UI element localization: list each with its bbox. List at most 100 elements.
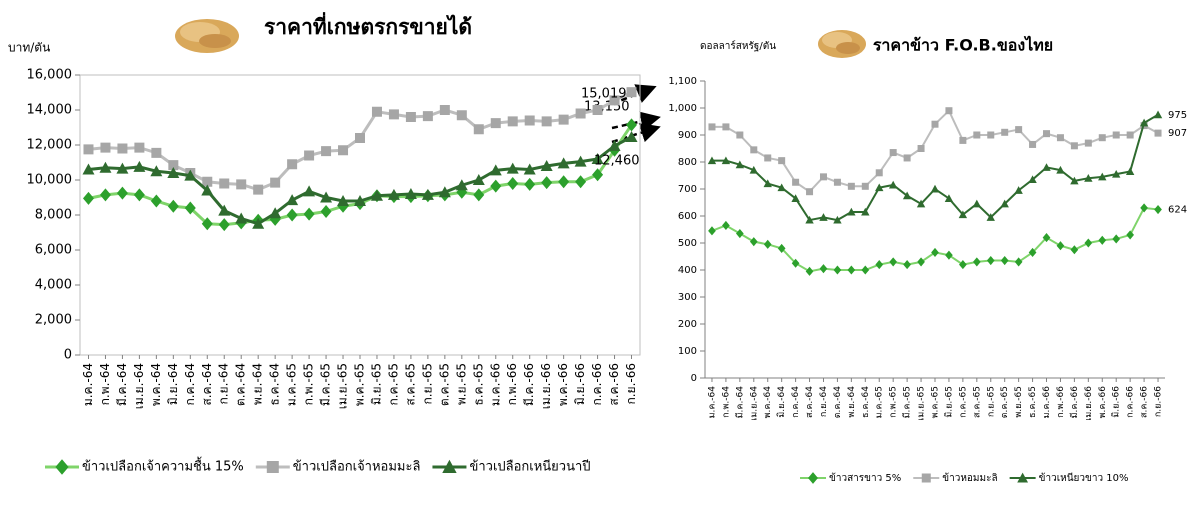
y-tick-label: 900 <box>678 130 697 141</box>
marker <box>218 218 230 232</box>
x-tick-label: มิ.ย.-66 <box>1111 386 1122 418</box>
x-tick-label: พ.ค.-64 <box>149 363 163 406</box>
marker <box>337 195 350 206</box>
marker <box>592 168 604 182</box>
x-tick-label: ก.ย.-66 <box>1154 386 1164 417</box>
marker <box>986 256 995 266</box>
marker <box>833 215 842 224</box>
plot-frame <box>79 74 641 356</box>
marker <box>972 199 982 208</box>
marker <box>456 110 467 121</box>
marker <box>270 177 281 188</box>
series: 12,460 <box>82 130 640 229</box>
marker <box>151 147 162 158</box>
x-tick-label: ม.ค.-64 <box>707 386 717 419</box>
x-tick-label: เม.ย.-65 <box>917 386 927 421</box>
marker <box>184 201 196 215</box>
marker <box>847 207 856 216</box>
marker <box>541 116 552 127</box>
x-tick-label: ก.ค.-64 <box>791 386 801 418</box>
x-tick-label: มิ.ย.-66 <box>573 363 587 405</box>
legend-label: ข้าวหอมมะลิ <box>942 472 997 484</box>
marker <box>1140 203 1148 213</box>
x-tick-label: ธ.ค.-65 <box>471 363 485 406</box>
marker <box>507 116 518 127</box>
marker <box>592 105 603 115</box>
marker <box>1153 110 1163 119</box>
marker <box>1017 472 1029 483</box>
legend-label: ข้าวสารขาว 5% <box>829 472 901 484</box>
marker <box>721 156 731 165</box>
marker <box>958 210 968 219</box>
y-tick-label: 0 <box>64 348 72 363</box>
x-tick-label: พ.ย.-65 <box>454 363 468 405</box>
marker <box>575 108 586 119</box>
x-tick-label: มี.ค.-66 <box>1069 386 1080 419</box>
marker <box>439 105 450 115</box>
x-tick-label: พ.ค.-64 <box>763 386 773 419</box>
y-axis-label: บาท/ตัน <box>8 41 50 55</box>
marker <box>591 153 604 164</box>
marker <box>808 472 818 484</box>
marker <box>931 120 939 128</box>
x-tick-label: พ.ค.-66 <box>556 363 570 406</box>
x-tick-label: ส.ค.-65 <box>403 363 417 406</box>
rice-icon <box>175 19 239 53</box>
marker <box>1000 256 1009 266</box>
marker <box>986 213 995 221</box>
marker <box>83 144 94 155</box>
marker <box>55 459 69 475</box>
marker <box>806 188 814 196</box>
marker <box>490 179 502 193</box>
x-tick-label: เม.ย.-65 <box>336 363 350 409</box>
marker <box>202 176 213 187</box>
x-tick-label: มี.ค.-65 <box>319 363 333 406</box>
y-tick-label: 2,000 <box>35 313 72 328</box>
marker <box>201 184 214 196</box>
series-line <box>711 206 1159 273</box>
x-tick-label: พ.ย.-64 <box>251 363 265 405</box>
marker <box>778 157 786 165</box>
marker <box>819 173 827 181</box>
marker <box>972 257 981 267</box>
x-tick-label: ก.ย.-65 <box>420 363 434 405</box>
marker <box>708 226 716 236</box>
marker <box>455 179 468 191</box>
marker <box>722 123 730 131</box>
marker <box>338 145 349 156</box>
x-tick-label: ต.ค.-65 <box>1000 386 1010 418</box>
marker <box>303 207 315 221</box>
x-tick-label: ม.ค.-65 <box>875 386 885 418</box>
series: 907 <box>708 107 1187 196</box>
marker <box>626 118 638 132</box>
marker <box>371 106 382 117</box>
data-label: 15,019 <box>581 87 627 102</box>
marker <box>167 167 180 178</box>
marker <box>1056 134 1064 142</box>
legend-label: ข้าวเปลือกเจ้าความชื้น 15% <box>82 457 244 475</box>
legend-label: ข้าวเหนียวขาว 10% <box>1039 472 1129 484</box>
x-tick-label: พ.ค.-65 <box>931 386 941 418</box>
x-tick-label: ก.พ.-66 <box>505 363 519 405</box>
data-label: 624 <box>1168 205 1187 216</box>
series-line <box>711 113 1159 222</box>
marker <box>116 162 129 174</box>
marker <box>764 154 772 162</box>
marker <box>355 133 365 143</box>
marker <box>749 237 758 247</box>
marker <box>387 188 400 200</box>
marker <box>266 461 279 473</box>
y-tick-label: 16,000 <box>27 68 73 83</box>
y-tick-label: 700 <box>678 184 697 195</box>
y-tick-label: 100 <box>678 346 697 357</box>
marker <box>792 178 800 186</box>
marker <box>575 175 587 189</box>
x-tick-label: มี.ค.-64 <box>734 386 745 419</box>
marker <box>1125 167 1135 175</box>
marker <box>506 162 519 174</box>
marker <box>750 146 758 154</box>
marker <box>902 191 912 200</box>
x-tick-label: ส.ค.-66 <box>607 363 621 406</box>
marker <box>321 146 332 157</box>
marker <box>889 257 898 267</box>
